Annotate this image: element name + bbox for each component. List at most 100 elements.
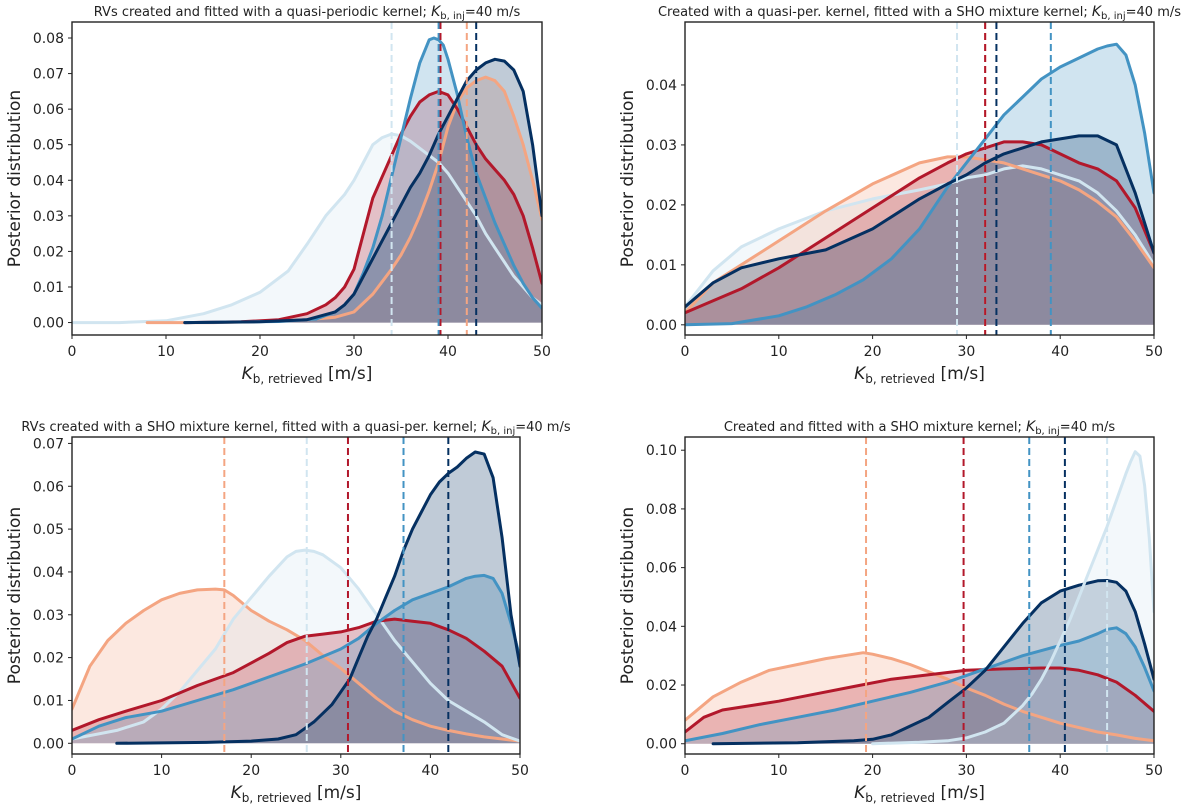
plot-area: [72, 22, 542, 335]
series-line-navy: [711, 579, 1154, 746]
series-area-dark-red: [184, 91, 542, 323]
x-axis-label: Kb, retrieved [m/s]: [231, 783, 362, 805]
x-tick-label: 40: [1051, 344, 1069, 360]
plot-area: [685, 22, 1154, 335]
y-tick-label: 0.10: [646, 443, 677, 459]
x-tick-label: 40: [439, 344, 457, 360]
series-area-mid-blue: [72, 575, 520, 744]
series-area-lightest: [685, 165, 1154, 325]
y-tick-label: 0.02: [33, 244, 64, 260]
series-area-lightest: [72, 550, 520, 744]
y-tick-label: 0.05: [33, 522, 64, 538]
x-tick-label: 40: [421, 763, 439, 779]
series-line-light-orange: [72, 587, 520, 743]
chart-panel-2: 0 10 20 30 40 50 0.00 0.01 0.02 0.03 0.04 Created w…: [618, 4, 1181, 386]
y-tick-label: 0.00: [33, 736, 64, 752]
x-tick-label: 0: [68, 763, 77, 779]
y-tick-label: 0.03: [33, 608, 64, 624]
chart-panel-1: 0 10 20 30 40 50 0.00 0.01 0.02 0.03 0.04 0.05 0.06 0…: [5, 4, 551, 386]
y-tick-label: 0.03: [33, 209, 64, 225]
y-tick-label: 0.00: [646, 318, 677, 334]
y-tick-label: 0.07: [33, 436, 64, 452]
plot-area: [685, 437, 1154, 754]
y-axis-label: Posterior distribution: [618, 507, 638, 684]
x-tick-label: 30: [332, 763, 350, 779]
series-line-dark-red: [72, 617, 520, 732]
y-tick-label: 0.04: [33, 173, 64, 189]
x-tick-label: 0: [681, 344, 690, 360]
x-tick-label: 50: [533, 344, 551, 360]
series-line-lightest: [685, 164, 1154, 309]
series-line-mid-blue: [685, 626, 1154, 743]
series-line-navy: [115, 450, 520, 745]
series-line-light-orange: [685, 651, 1154, 743]
series-area-navy: [713, 580, 1154, 744]
series-line-lightest: [871, 450, 1154, 746]
x-tick-label: 20: [864, 763, 882, 779]
series-line-light-orange: [145, 75, 542, 325]
x-tick-label: 30: [345, 344, 363, 360]
y-tick-label: 0.08: [646, 502, 677, 518]
y-tick-label: 0.01: [33, 280, 64, 296]
y-tick-label: 0.04: [646, 78, 677, 94]
series-area-dark-red: [72, 619, 520, 744]
chart-title: RVs created with a SHO mixture kernel, f…: [21, 419, 570, 437]
x-tick-label: 20: [864, 344, 882, 360]
x-tick-label: 0: [68, 344, 77, 360]
y-axis-label: Posterior distribution: [5, 507, 25, 684]
series-line-dark-red: [183, 89, 542, 325]
y-tick-label: 0.02: [33, 651, 64, 667]
x-tick-label: 30: [957, 344, 975, 360]
y-tick-label: 0.00: [33, 316, 64, 332]
series-area-dark-red: [685, 141, 1154, 325]
x-tick-label: 10: [157, 344, 175, 360]
y-tick-label: 0.06: [33, 102, 64, 118]
series-area-navy: [184, 59, 542, 323]
x-axis-label: Kb, retrieved [m/s]: [242, 364, 373, 386]
x-axis-label: Kb, retrieved [m/s]: [854, 783, 985, 805]
y-tick-label: 0.08: [33, 31, 64, 47]
chart-panel-3: 0 10 20 30 40 50 0.00 0.01 0.02 0.03 0.04 0.05 0.06 0…: [5, 419, 571, 805]
series-line-navy: [685, 134, 1154, 309]
x-tick-label: 0: [681, 763, 690, 779]
y-tick-label: 0.05: [33, 138, 64, 154]
y-tick-label: 0.00: [646, 737, 677, 753]
series-line-dark-red: [685, 666, 1154, 734]
y-tick-label: 0.03: [646, 138, 677, 154]
y-axis-label: Posterior distribution: [618, 90, 638, 267]
chart-title: Created and fitted with a SHO mixture ke…: [724, 419, 1116, 437]
y-tick-label: 0.01: [33, 693, 64, 709]
y-tick-label: 0.02: [646, 678, 677, 694]
series-area-light-orange: [685, 652, 1154, 744]
chart-title: RVs created and fitted with a quasi-peri…: [94, 4, 521, 22]
axes-frame: [71, 436, 521, 755]
series-line-mid-blue: [72, 573, 520, 741]
series-line-mid-blue: [685, 42, 1154, 327]
x-tick-label: 30: [957, 763, 975, 779]
x-tick-label: 50: [1145, 763, 1163, 779]
series-area-lightest: [72, 134, 542, 323]
y-tick-label: 0.04: [646, 619, 677, 635]
y-tick-label: 0.04: [33, 565, 64, 581]
x-axis-label: Kb, retrieved [m/s]: [854, 364, 985, 386]
x-tick-label: 50: [1145, 344, 1163, 360]
series-line-lightest: [72, 548, 520, 743]
series-area-light-orange: [685, 156, 1154, 325]
y-axis-label: Posterior distribution: [5, 90, 25, 267]
x-tick-label: 40: [1051, 763, 1069, 779]
x-tick-label: 10: [153, 763, 171, 779]
series-area-light-orange: [147, 77, 542, 323]
y-tick-label: 0.07: [33, 67, 64, 83]
y-tick-label: 0.01: [646, 258, 677, 274]
chart-title: Created with a quasi-per. kernel, fitted…: [658, 4, 1181, 22]
y-tick-label: 0.02: [646, 198, 677, 214]
chart-panel-4: 0 10 20 30 40 50 0.00 0.02 0.04 0.06 0.08 0.10 Creat…: [618, 419, 1163, 805]
y-tick-label: 0.06: [33, 479, 64, 495]
series-area-mid-blue: [685, 44, 1154, 325]
x-tick-label: 20: [251, 344, 269, 360]
x-tick-label: 20: [242, 763, 260, 779]
plot-area: [72, 437, 520, 754]
series-line-navy: [183, 57, 542, 325]
axes-frame: [71, 21, 543, 336]
